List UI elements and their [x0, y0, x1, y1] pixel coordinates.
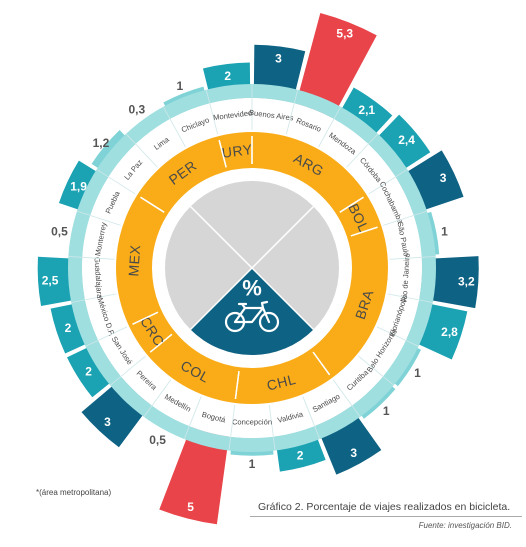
center-divider [251, 205, 315, 269]
country-divider [350, 226, 378, 237]
country-divider [312, 351, 331, 376]
source-note: Fuente: investigación BID. [418, 521, 512, 530]
bar-san-jose [67, 341, 120, 398]
city-divider [389, 256, 436, 260]
value-label-cordoba: 2,4 [398, 133, 415, 147]
city-divider [125, 133, 158, 168]
bicycle-icon [224, 300, 280, 333]
country-divider [218, 139, 227, 168]
country-label-mex: MEX [125, 244, 143, 277]
city-divider [96, 169, 136, 195]
city-divider [383, 210, 428, 226]
caption-divider [250, 516, 522, 517]
city-divider [285, 89, 299, 135]
value-label-guadalajara: 2,5 [42, 274, 59, 288]
bar-rosario [295, 12, 377, 119]
country-divider [140, 196, 165, 213]
city-divider [346, 133, 379, 168]
value-label-monterrey: 0,5 [51, 224, 68, 238]
city-divider [76, 210, 121, 226]
value-label-pereira: 3 [104, 415, 111, 429]
value-label-valdivia: 2 [297, 448, 304, 462]
country-label-ury: URY [221, 141, 254, 161]
city-divider [318, 106, 341, 148]
value-label-chiclayo: 1 [177, 79, 184, 93]
value-label-curitiba: 1 [383, 404, 390, 418]
value-label-san-jose: 2 [85, 365, 92, 379]
city-divider [387, 293, 433, 303]
footnote: *(área metropolitana) [36, 488, 112, 497]
center-disc: % [165, 181, 339, 355]
value-label-mexico-d-f: 2 [65, 321, 72, 335]
value-label-puebla: 1,9 [70, 179, 87, 193]
value-label-medellin: 0,5 [149, 433, 166, 447]
city-divider [302, 396, 321, 440]
city-label-rio-de-janeiro: Rio de Janeiro [400, 253, 412, 302]
value-label-mendoza: 2,1 [358, 103, 375, 117]
value-label-cochabamba: 3 [440, 171, 447, 185]
city-ring: Buenos AiresRosarioMendozaCórdobaCochaba… [68, 84, 436, 451]
city-divider [85, 326, 128, 347]
center-divider [189, 267, 253, 331]
value-label-buenos-aires: 3 [275, 51, 282, 65]
value-label-rio-de-janeiro: 3,2 [458, 274, 475, 288]
country-label-chl: CHL [265, 371, 298, 394]
value-label-sao-paulo: 1 [441, 224, 448, 238]
value-label-bogota: 5 [187, 500, 194, 514]
city-divider [268, 404, 276, 451]
country-divider [149, 333, 173, 353]
bicycle-frame [233, 300, 271, 324]
city-label-guadalajara: Guadalajara [93, 257, 105, 300]
city-divider [109, 355, 146, 386]
center-divider [251, 267, 315, 331]
city-divider [68, 256, 115, 260]
city-divider [183, 396, 202, 440]
city-divider [228, 404, 236, 451]
value-label-concepcion: 1 [249, 457, 256, 471]
center-dark-wedge [190, 268, 314, 355]
country-divider [234, 371, 240, 400]
center-divider [189, 205, 253, 269]
value-label-montevideo: 2 [224, 69, 231, 83]
city-divider [332, 379, 361, 418]
bar-mendoza [335, 87, 393, 143]
value-label-la-paz: 1,2 [93, 136, 110, 150]
value-label-rosario: 5,3 [336, 27, 353, 41]
city-divider [143, 379, 172, 418]
country-divider [339, 196, 364, 213]
city-divider [368, 169, 408, 195]
city-divider [205, 89, 219, 135]
value-label-belo-horizonte: 1 [414, 366, 421, 380]
value-label-santiago: 3 [350, 446, 357, 460]
value-label-florianopolis: 2,8 [441, 325, 458, 339]
country-divider [132, 311, 159, 325]
city-label-concepcion: Concepción [232, 418, 272, 427]
percent-symbol: % [242, 276, 262, 301]
city-divider [71, 293, 117, 303]
value-label-lima: 0,3 [128, 102, 145, 116]
city-divider [163, 106, 186, 148]
bar-bogota [159, 426, 229, 525]
bicycle-front-wheel [258, 311, 280, 333]
chart-caption: Gráfico 2. Porcentaje de viajes realizad… [258, 501, 511, 513]
city-divider [376, 326, 419, 347]
city-divider [358, 355, 395, 386]
